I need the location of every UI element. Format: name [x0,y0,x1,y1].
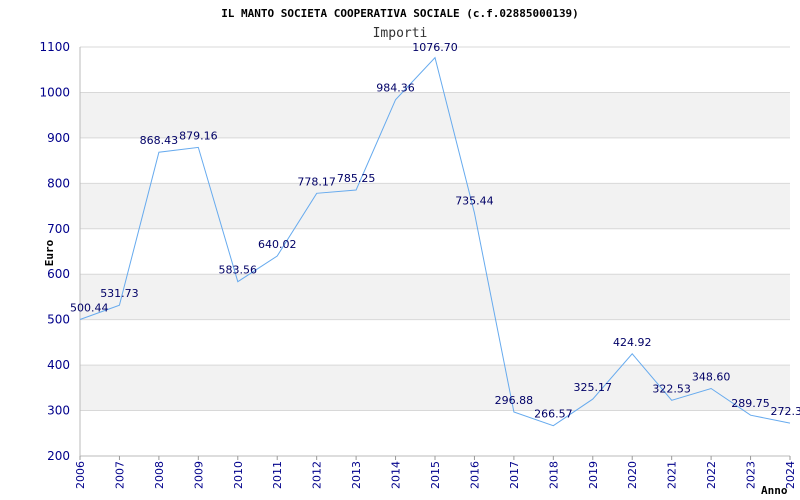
grid-lines [80,46,790,412]
x-tick-label: 2022 [705,461,718,489]
data-label: 325.17 [574,381,613,394]
x-axis-label: Anno [761,484,788,497]
x-tick-label: 2011 [271,461,284,489]
x-tick-label: 2014 [390,461,403,489]
grid-band [80,183,790,229]
x-tick-label: 2013 [350,461,363,489]
data-label: 296.88 [495,394,534,407]
y-axis-ticks: 200 300 400 500 600 700 800 900 1000 1100 [39,40,70,463]
data-label: 1076.70 [412,41,458,54]
data-label: 424.92 [613,336,652,349]
y-tick-label: 600 [47,267,70,281]
data-label: 322.53 [652,382,691,395]
y-tick-label: 800 [47,176,70,190]
series-line [79,56,791,427]
y-tick-label: 400 [47,358,70,372]
grid-band [80,365,790,411]
y-tick-label: 1100 [39,40,70,54]
x-tick-label: 2010 [232,461,245,489]
x-axis-ticks: 2006 2007 2008 2009 2010 2011 2012 2013 2014 2015… [74,456,797,489]
data-label: 640.02 [258,238,297,251]
grid-bands [80,92,790,411]
data-label: 984.36 [376,82,415,95]
x-tick-label: 2023 [745,461,758,489]
data-label: 348.60 [692,370,731,383]
x-tick-label: 2006 [74,461,87,489]
x-tick-label: 2018 [547,461,560,489]
y-tick-label: 200 [47,449,70,463]
x-tick-label: 2017 [508,461,521,489]
y-tick-label: 700 [47,222,70,236]
x-tick-label: 2024 [784,461,797,489]
y-tick-label: 500 [47,313,70,327]
x-tick-label: 2016 [468,461,481,489]
x-tick-label: 2012 [311,461,324,489]
x-tick-label: 2020 [626,461,639,489]
x-tick-label: 2007 [113,461,126,489]
grid-band [80,92,790,138]
y-tick-label: 900 [47,131,70,145]
data-label: 868.43 [140,134,179,147]
data-label: 289.75 [731,397,770,410]
y-tick-label: 1000 [39,85,70,99]
data-label: 879.16 [179,129,218,142]
grid-band [80,274,790,320]
x-tick-label: 2019 [587,461,600,489]
chart-title: IL MANTO SOCIETA COOPERATIVA SOCIALE (c.… [221,7,579,20]
x-tick-label: 2008 [153,461,166,489]
x-tick-label: 2009 [192,461,205,489]
data-label: 500.44 [70,301,109,314]
x-tick-label: 2015 [429,461,442,489]
data-label: 531.73 [100,287,139,300]
data-label: 785.25 [337,172,376,185]
data-label: 266.57 [534,408,573,421]
x-tick-label: 2021 [666,461,679,489]
data-label: 735.44 [455,195,494,208]
data-label: 583.56 [219,264,258,277]
data-label: 272.3 [771,405,800,418]
y-axis-label: Euro [43,239,56,266]
chart-subtitle: Importi [373,26,428,41]
y-tick-label: 300 [47,404,70,418]
data-label: 778.17 [297,175,336,188]
